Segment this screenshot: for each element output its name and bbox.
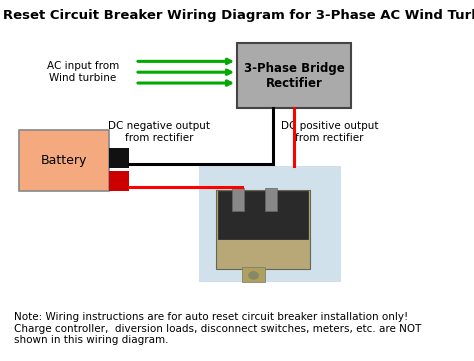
Bar <box>265 187 277 211</box>
Bar <box>109 171 129 191</box>
Text: Auto Reset Circuit Breaker Wiring Diagram for 3-Phase AC Wind Turbines: Auto Reset Circuit Breaker Wiring Diagra… <box>0 9 474 22</box>
Text: DC positive output
from rectifier: DC positive output from rectifier <box>281 121 378 143</box>
Bar <box>199 166 341 282</box>
Bar <box>19 130 109 191</box>
Text: 3-Phase Bridge
Rectifier: 3-Phase Bridge Rectifier <box>244 62 344 90</box>
Bar <box>237 43 351 108</box>
Text: Note: Wiring instructions are for auto reset circuit breaker installation only!
: Note: Wiring instructions are for auto r… <box>14 312 421 345</box>
Bar <box>109 148 129 168</box>
Bar <box>242 267 265 282</box>
Circle shape <box>249 272 258 279</box>
Bar <box>232 187 244 211</box>
Text: Battery: Battery <box>41 154 87 167</box>
Text: DC negative output
from rectifier: DC negative output from rectifier <box>108 121 210 143</box>
Bar <box>218 191 308 239</box>
Text: AC input from
Wind turbine: AC input from Wind turbine <box>47 61 119 83</box>
Bar <box>216 190 310 269</box>
